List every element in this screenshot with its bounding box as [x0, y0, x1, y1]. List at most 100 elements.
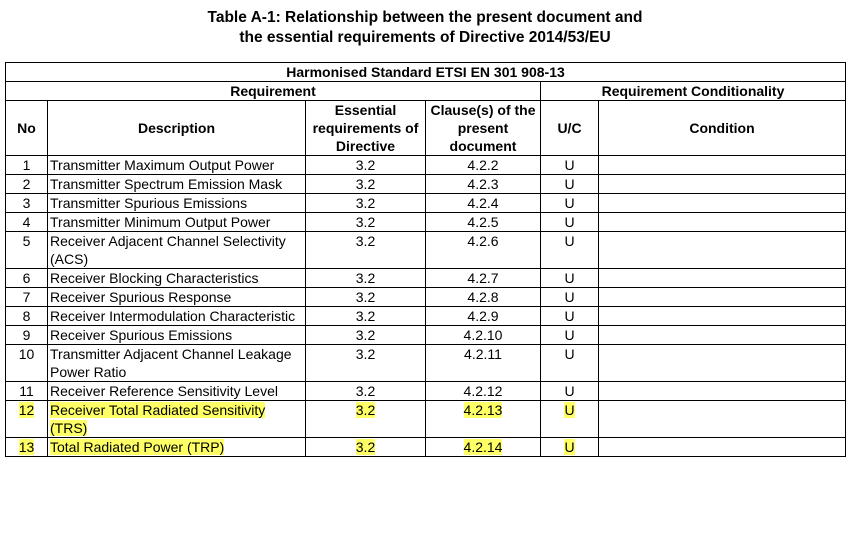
title-line: Table A-1: Relationship between the pres… — [207, 9, 643, 26]
cell: 13 — [5, 437, 48, 457]
cell: 12 — [5, 400, 48, 438]
group-header: Requirement — [5, 81, 541, 101]
cell: 4.2.7 — [425, 268, 541, 288]
description-text: Transmitter Maximum Output Power — [50, 157, 275, 173]
table-body: 1 Transmitter Maximum Output Power 3.2 4.2.… — [5, 155, 846, 457]
clause-text: 4.2.5 — [467, 214, 499, 230]
cell: 4.2.10 — [425, 325, 541, 345]
cell: U — [540, 268, 599, 288]
no-text: 9 — [22, 327, 31, 343]
clause-text: 4.2.8 — [467, 289, 499, 305]
uc-text: U — [564, 195, 575, 211]
cell: 2 — [5, 174, 48, 194]
table-row: 1 Transmitter Maximum Output Power 3.2 4.2.… — [5, 155, 846, 175]
cell: 4.2.8 — [425, 287, 541, 307]
cell: 8 — [5, 306, 48, 326]
cell: U — [540, 193, 599, 213]
cell: 3.2 — [305, 306, 426, 326]
essential-text: 3.2 — [355, 439, 376, 455]
cell: U — [540, 400, 599, 438]
essential-text: 3.2 — [355, 402, 376, 418]
no-text: 10 — [18, 346, 35, 362]
condition-cell — [598, 193, 846, 213]
column-header: Essential requirements of Directive — [305, 100, 426, 156]
table-row: 3 Transmitter Spurious Emissions 3.2 4.2.4 U — [5, 193, 846, 213]
description-text: Transmitter Spectrum Emission Mask — [50, 176, 283, 192]
table-row: 12 Receiver Total Radiated Sensitivity (T… — [5, 400, 846, 438]
cell: Receiver Total Radiated Sensitivity (TRS… — [47, 400, 306, 438]
condition-cell — [598, 268, 846, 288]
cell: U — [540, 381, 599, 401]
essential-text: 3.2 — [355, 346, 376, 362]
table: Harmonised Standard ETSI EN 301 908-13 R… — [5, 62, 846, 457]
essential-text: 3.2 — [355, 195, 376, 211]
uc-text: U — [564, 383, 575, 399]
clause-text: 4.2.12 — [463, 383, 503, 399]
clause-text: 4.2.4 — [467, 195, 499, 211]
cell: Receiver Spurious Emissions — [47, 325, 306, 345]
cell: 3.2 — [305, 437, 426, 457]
description-text: Transmitter Minimum Output Power — [50, 214, 271, 230]
cell: 7 — [5, 287, 48, 307]
cell: 3.2 — [305, 400, 426, 438]
cell: Transmitter Minimum Output Power — [47, 212, 306, 232]
uc-text: U — [564, 176, 575, 192]
cell: 4.2.12 — [425, 381, 541, 401]
table-row: 5 Receiver Adjacent Channel Selectivity (… — [5, 231, 846, 269]
cell: U — [540, 231, 599, 269]
cell: U — [540, 155, 599, 175]
description-text: Receiver Reference Sensitivity Level — [50, 383, 278, 399]
no-text: 6 — [22, 270, 31, 286]
column-header: U/C — [540, 100, 599, 156]
cell: Receiver Blocking Characteristics — [47, 268, 306, 288]
table-row: 6 Receiver Blocking Characteristics 3.2 4.2… — [5, 268, 846, 288]
uc-text: U — [564, 233, 575, 249]
condition-cell — [598, 306, 846, 326]
cell: 4.2.5 — [425, 212, 541, 232]
uc-text: U — [564, 346, 575, 362]
uc-text: U — [564, 270, 575, 286]
title: Table A-1: Relationship between the pres… — [0, 0, 850, 48]
cell: Transmitter Spectrum Emission Mask — [47, 174, 306, 194]
cell: 1 — [5, 155, 48, 175]
uc-text: U — [564, 289, 575, 305]
cell: Receiver Spurious Response — [47, 287, 306, 307]
condition-cell — [598, 437, 846, 457]
no-text: 12 — [18, 402, 35, 418]
condition-cell — [598, 155, 846, 175]
cell: Total Radiated Power (TRP) — [47, 437, 306, 457]
cell: Transmitter Spurious Emissions — [47, 193, 306, 213]
cell: U — [540, 325, 599, 345]
description-text: Receiver Blocking Characteristics — [50, 270, 259, 286]
cell: Transmitter Adjacent Channel Leakage Pow… — [47, 344, 306, 382]
cell: 3.2 — [305, 174, 426, 194]
clause-text: 4.2.6 — [467, 233, 499, 249]
standard-header: Harmonised Standard ETSI EN 301 908-13 — [5, 62, 846, 82]
cell: 4.2.9 — [425, 306, 541, 326]
table-row: 11 Receiver Reference Sensitivity Level 3.… — [5, 381, 846, 401]
cell: U — [540, 344, 599, 382]
description-text: Transmitter Spurious Emissions — [50, 195, 248, 211]
condition-cell — [598, 400, 846, 438]
description-text: Receiver Adjacent Channel Selectivity (A… — [50, 233, 286, 267]
cell: U — [540, 437, 599, 457]
no-text: 8 — [22, 308, 31, 324]
table-row: 13 Total Radiated Power (TRP) 3.2 4.2.14 U — [5, 437, 846, 457]
no-text: 11 — [19, 383, 34, 399]
description-text: Transmitter Adjacent Channel Leakage Pow… — [50, 346, 292, 380]
condition-cell — [598, 231, 846, 269]
clause-text: 4.2.2 — [467, 157, 499, 173]
description-text: Receiver Spurious Emissions — [50, 327, 233, 343]
cell: Transmitter Maximum Output Power — [47, 155, 306, 175]
column-header: Clause(s) of the present document — [425, 100, 541, 156]
condition-cell — [598, 381, 846, 401]
cell: Receiver Adjacent Channel Selectivity (A… — [47, 231, 306, 269]
cell: 11 — [5, 381, 48, 401]
essential-text: 3.2 — [355, 327, 376, 343]
clause-text: 4.2.11 — [464, 346, 502, 362]
cell: 4.2.3 — [425, 174, 541, 194]
essential-text: 3.2 — [355, 157, 376, 173]
no-text: 7 — [22, 289, 31, 305]
table-row: 10 Transmitter Adjacent Channel Leakage P… — [5, 344, 846, 382]
